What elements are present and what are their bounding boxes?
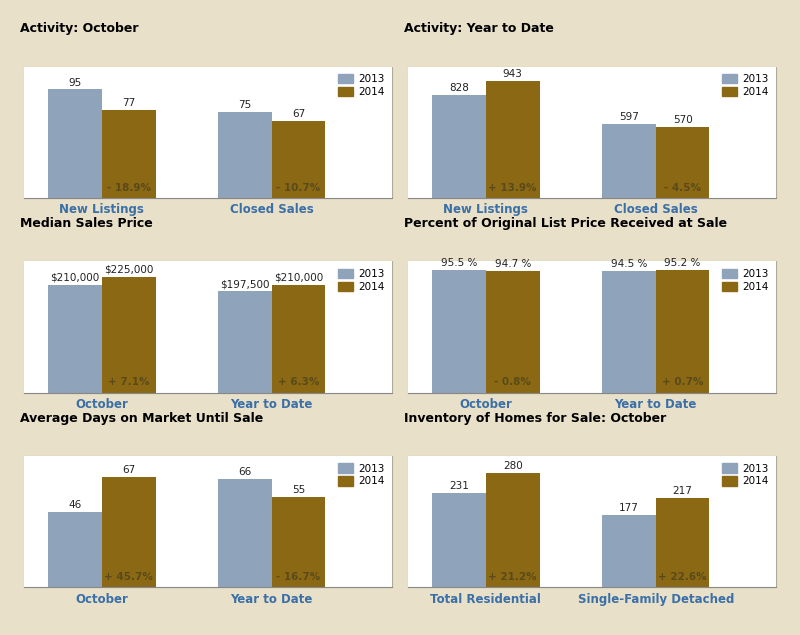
Text: + 6.3%: + 6.3% [278,377,319,387]
Bar [432,493,486,587]
Text: - 4.5%: - 4.5% [664,183,701,192]
Text: - 16.7%: - 16.7% [277,572,321,582]
Bar [48,512,102,587]
Bar [218,479,272,587]
Bar [602,515,656,587]
Text: $197,500: $197,500 [220,279,270,289]
Text: Median Sales Price: Median Sales Price [20,217,153,230]
Text: + 45.7%: + 45.7% [104,572,153,582]
Legend: 2013, 2014: 2013, 2014 [719,72,770,99]
Text: 94.7 %: 94.7 % [494,259,531,269]
Text: 95: 95 [68,77,82,88]
Text: $225,000: $225,000 [104,265,154,275]
Bar [272,284,326,392]
Text: 943: 943 [503,69,522,79]
Text: 55: 55 [292,485,306,495]
Bar [602,124,656,198]
Text: + 13.9%: + 13.9% [489,183,537,192]
Bar [602,271,656,392]
Text: Average Days on Market Until Sale: Average Days on Market Until Sale [20,411,263,425]
Text: Percent of Original List Price Received at Sale: Percent of Original List Price Received … [404,217,727,230]
Bar [656,128,710,198]
Legend: 2013, 2014: 2013, 2014 [335,267,386,294]
Text: 570: 570 [673,116,693,125]
Legend: 2013, 2014: 2013, 2014 [335,462,386,488]
Text: 94.5 %: 94.5 % [610,259,647,269]
Bar [272,121,326,198]
Text: 67: 67 [122,465,135,476]
Text: 46: 46 [68,500,82,510]
Text: + 21.2%: + 21.2% [489,572,537,582]
Text: - 18.9%: - 18.9% [106,183,150,192]
Bar [486,271,540,392]
Bar [218,112,272,198]
Bar [656,498,710,587]
Text: + 22.6%: + 22.6% [658,572,707,582]
Bar [102,277,156,392]
Bar [656,270,710,392]
Text: - 10.7%: - 10.7% [277,183,321,192]
Text: - 0.8%: - 0.8% [494,377,531,387]
Bar [432,270,486,392]
Text: 67: 67 [292,109,306,119]
Text: $210,000: $210,000 [50,272,99,283]
Bar [272,497,326,587]
Text: 66: 66 [238,467,251,477]
Legend: 2013, 2014: 2013, 2014 [719,267,770,294]
Text: 217: 217 [673,486,693,497]
Bar [48,284,102,392]
Text: 597: 597 [619,112,638,122]
Text: Inventory of Homes for Sale: October: Inventory of Homes for Sale: October [404,411,666,425]
Bar [486,472,540,587]
Bar [432,95,486,198]
Text: 280: 280 [503,460,522,471]
Bar [218,291,272,392]
Text: 75: 75 [238,100,251,110]
Bar [102,110,156,198]
Text: 95.5 %: 95.5 % [441,258,477,268]
Text: Activity: October: Activity: October [20,22,138,35]
Legend: 2013, 2014: 2013, 2014 [719,462,770,488]
Text: 231: 231 [449,481,469,491]
Text: $210,000: $210,000 [274,272,323,283]
Text: + 7.1%: + 7.1% [108,377,150,387]
Text: 828: 828 [449,83,469,93]
Text: 77: 77 [122,98,135,108]
Text: Activity: Year to Date: Activity: Year to Date [404,22,554,35]
Bar [102,478,156,587]
Text: 177: 177 [619,503,638,513]
Legend: 2013, 2014: 2013, 2014 [335,72,386,99]
Bar [486,81,540,198]
Text: + 0.7%: + 0.7% [662,377,703,387]
Bar [48,90,102,198]
Text: 95.2 %: 95.2 % [664,258,701,268]
